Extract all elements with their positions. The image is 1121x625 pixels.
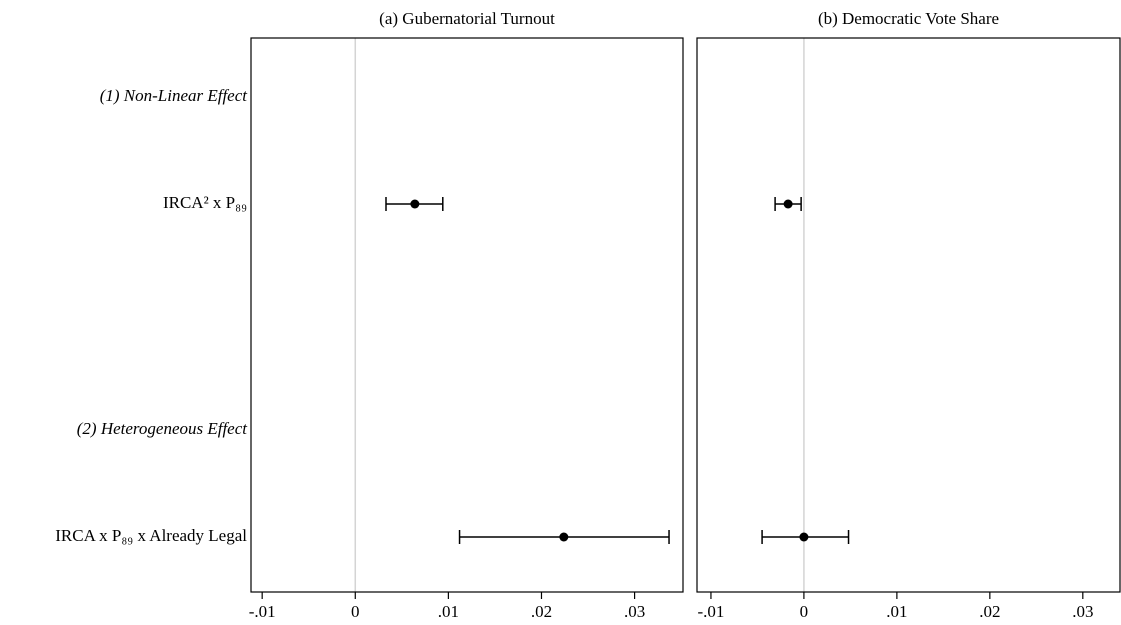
x-tick-label: .02 — [531, 602, 552, 621]
x-tick-label: .01 — [886, 602, 907, 621]
x-tick-label: .01 — [438, 602, 459, 621]
x-tick-label: .03 — [1072, 602, 1093, 621]
x-tick-label: -.01 — [697, 602, 724, 621]
row-label: IRCA² x P₈₉ — [163, 193, 247, 212]
panel-title: (b) Democratic Vote Share — [818, 9, 999, 28]
x-tick-label: -.01 — [249, 602, 276, 621]
row-label: IRCA x P₈₉ x Already Legal — [55, 526, 247, 545]
point — [799, 532, 809, 542]
x-tick-label: 0 — [800, 602, 809, 621]
point — [559, 532, 569, 542]
panel-frame — [696, 37, 1121, 593]
point — [783, 199, 793, 209]
panel-frame — [250, 37, 684, 593]
group-label: (1) Non-Linear Effect — [100, 86, 249, 105]
x-tick-label: .02 — [979, 602, 1000, 621]
panel-title: (a) Gubernatorial Turnout — [379, 9, 555, 28]
point — [410, 199, 420, 209]
x-tick-label: 0 — [351, 602, 360, 621]
group-label: (2) Heterogeneous Effect — [77, 419, 249, 438]
x-tick-label: .03 — [624, 602, 645, 621]
